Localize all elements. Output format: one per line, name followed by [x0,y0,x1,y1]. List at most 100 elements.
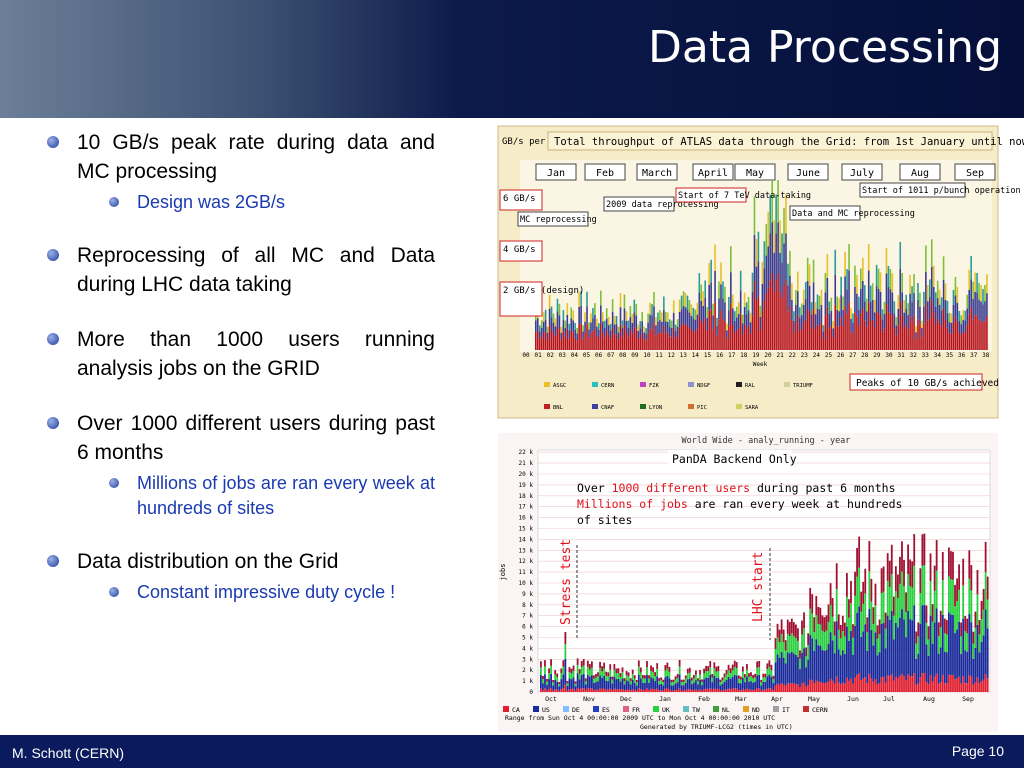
texture-bar [848,617,850,641]
texture-bar [984,320,986,350]
texture-bar [727,677,730,689]
texture-bar [760,685,763,691]
texture-bar [729,673,732,679]
texture-bar [881,331,884,350]
legend-label: RAL [745,383,756,389]
texture-bar [787,285,789,312]
level-label: 4 GB/s [503,245,536,255]
bullet-icon [109,197,119,207]
texture-bar [748,689,750,692]
texture-bar [702,323,705,350]
texture-bar [937,683,940,692]
texture-bar [854,677,856,692]
texture-bar [913,315,915,350]
texture-bar [578,673,581,680]
bullet: 10 GB/s peak rate during data and MC pro… [45,128,435,215]
week-label: 37 [970,352,978,359]
texture-bar [925,622,928,645]
texture-bar [686,668,689,674]
texture-bar [750,672,752,677]
texture-bar [728,310,730,327]
texture-bar [646,667,648,675]
texture-bar [668,678,671,689]
texture-bar [560,689,563,692]
texture-bar [798,307,801,318]
texture-bar [607,672,610,677]
texture-bar [982,635,985,680]
texture-bar [574,683,577,687]
texture-bar [755,266,758,300]
texture-bar [866,683,869,692]
texture-bar [633,675,636,679]
y-tick-label: 2 k [522,667,533,674]
texture-bar [879,291,882,316]
texture-bar [970,590,973,623]
texture-bar [590,322,592,334]
texture-bar [819,645,822,682]
texture-bar [960,622,963,637]
texture-bar [737,328,740,350]
texture-bar [972,631,975,644]
texture-bar [707,666,710,672]
texture-bar [745,314,748,329]
texture-bar [764,673,767,678]
texture-bar [960,683,963,692]
texture-bar [876,684,879,692]
texture-bar [854,595,856,626]
texture-bar [719,685,722,691]
texture-bar [933,565,936,591]
texture-bar [693,682,695,690]
texture-bar [702,305,705,324]
texture-bar [848,640,850,681]
week-label: 02 [547,352,555,359]
bullet-icon [47,417,59,429]
legend-label: ES [602,706,610,714]
texture-bar [605,318,608,332]
texture-bar [731,670,734,677]
texture-bar [714,270,716,303]
texture-bar [716,317,718,326]
texture-bar [644,678,646,683]
texture-bar [643,339,645,350]
texture-bar [932,286,935,313]
texture-bar [807,659,810,685]
texture-bar [722,319,724,350]
texture-bar [980,619,983,642]
y-tick-label: 4 k [522,645,533,652]
texture-bar [889,289,892,314]
texture-bar [554,670,557,675]
texture-bar [564,684,567,692]
texture-bar [966,294,969,309]
texture-bar [781,297,783,350]
texture-bar [780,619,783,634]
texture-bar [566,683,569,687]
texture-bar [717,677,720,689]
texture-bar [964,615,967,632]
texture-bar [694,331,697,350]
texture-bar [621,678,624,690]
texture-bar [680,309,683,326]
texture-bar [550,688,552,692]
texture-bar [649,302,651,315]
texture-bar [867,243,870,271]
texture-bar [576,665,579,674]
texture-bar [940,310,943,327]
texture-bar [899,675,901,692]
texture-bar [783,243,785,287]
texture-bar [792,636,795,654]
texture-bar [556,681,559,690]
texture-bar [772,683,775,691]
texture-bar [637,660,640,667]
texture-bar [976,273,978,293]
texture-bar [658,678,661,681]
texture-bar [815,639,818,681]
texture-bar [889,268,892,290]
texture-bar [605,671,608,676]
texture-bar [550,674,552,689]
texture-bar [756,675,759,689]
texture-bar [548,679,550,690]
texture-bar [617,668,620,673]
texture-bar [786,619,789,635]
texture-bar [601,688,603,692]
texture-bar [568,672,571,679]
